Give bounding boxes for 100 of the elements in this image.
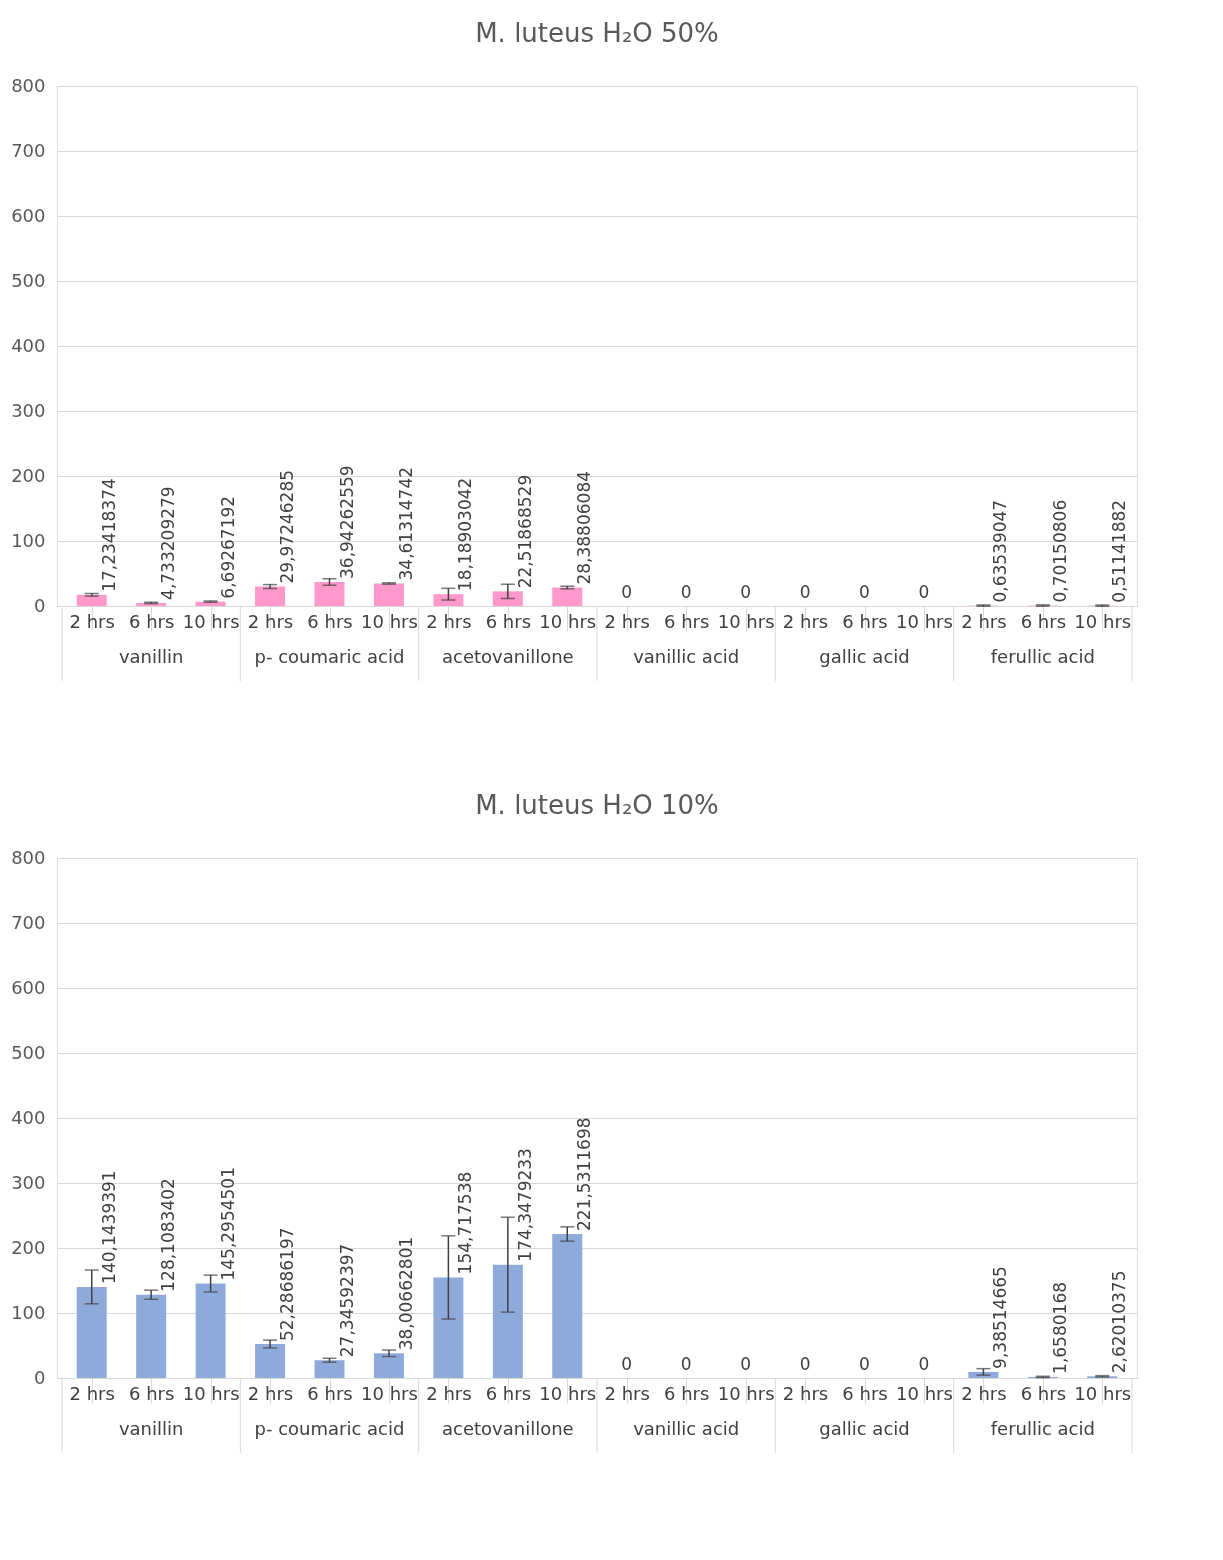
bar xyxy=(492,1264,523,1378)
data-label: 0 xyxy=(621,582,633,602)
y-tick-label: 800 xyxy=(11,74,46,96)
bar xyxy=(373,583,404,606)
chart-title: M. luteus H₂O 50% xyxy=(475,18,719,48)
data-label: 6,69267192 xyxy=(217,495,238,599)
data-label: 140,1439391 xyxy=(98,1170,119,1284)
x-tick-label: 6 hrs xyxy=(1020,1382,1067,1404)
bar xyxy=(255,1344,286,1378)
y-tick-label: 500 xyxy=(11,269,46,291)
y-tick-label: 100 xyxy=(11,1301,46,1323)
x-tick-label: 10 hrs xyxy=(182,1382,240,1404)
bar xyxy=(552,1234,583,1378)
x-tick-label: 2 hrs xyxy=(961,610,1007,632)
x-tick-label: 6 hrs xyxy=(128,610,175,632)
x-tick-label: 6 hrs xyxy=(663,1382,710,1404)
x-tick-label: 2 hrs xyxy=(247,610,294,632)
data-label: 221,5311698 xyxy=(574,1117,595,1231)
data-label: 0 xyxy=(799,1354,811,1374)
x-tick-label: 2 hrs xyxy=(69,610,115,632)
y-tick-label: 100 xyxy=(11,529,46,551)
data-label: 154,717538 xyxy=(455,1171,476,1275)
data-label: 0 xyxy=(859,582,870,602)
x-tick-label: 10 hrs xyxy=(182,610,240,632)
y-tick-label: 500 xyxy=(11,1041,46,1063)
data-label: 2,62010375 xyxy=(1109,1270,1130,1374)
x-tick-label: 2 hrs xyxy=(782,610,829,632)
x-tick-label: 2 hrs xyxy=(961,1382,1007,1404)
data-label: 0 xyxy=(621,1354,633,1374)
x-tick-label: 10 hrs xyxy=(361,610,418,632)
x-tick-label: 6 hrs xyxy=(1020,610,1067,632)
y-tick-label: 700 xyxy=(11,911,46,933)
bar xyxy=(314,581,345,606)
data-label: 17,23418374 xyxy=(98,478,119,592)
data-label: 36,94262559 xyxy=(336,465,357,579)
text: p- coumaric acid xyxy=(254,646,405,667)
x-tick-label: 10 hrs xyxy=(896,1382,953,1404)
x-tick-label: 6 hrs xyxy=(485,1382,532,1404)
x-tick-label: 2 hrs xyxy=(426,1382,472,1404)
x-tick-label: 2 hrs xyxy=(69,1382,115,1404)
bar xyxy=(76,1286,107,1378)
x-tick-label: 10 hrs xyxy=(539,610,597,632)
x-tick-label: 2 hrs xyxy=(604,610,650,632)
chart-title: M. luteus H₂O 10% xyxy=(475,790,719,820)
data-label: 29,97246285 xyxy=(277,469,298,584)
y-tick-label: 600 xyxy=(11,976,46,998)
data-label: 52,28686197 xyxy=(277,1227,298,1342)
x-tick-label: 6 hrs xyxy=(842,610,888,632)
y-tick-label: 400 xyxy=(11,334,46,356)
x-tick-label: 10 hrs xyxy=(539,1382,597,1404)
data-label: 0,51141882 xyxy=(1109,499,1130,603)
text: p- coumaric acid xyxy=(254,1418,405,1439)
y-tick-label: 0 xyxy=(34,1366,46,1388)
data-label: 0 xyxy=(680,582,692,602)
data-label: 0 xyxy=(859,1354,870,1374)
data-label: 0 xyxy=(918,1354,930,1374)
text: vanillin xyxy=(118,1418,184,1439)
data-label: 4,733209279 xyxy=(158,486,179,600)
x-tick-label: 2 hrs xyxy=(247,1382,294,1404)
data-label: 1,6580168 xyxy=(1049,1281,1070,1374)
data-label: 174,3479233 xyxy=(514,1148,535,1262)
data-label: 0 xyxy=(740,582,752,602)
bar xyxy=(433,1277,464,1378)
x-tick-label: 10 hrs xyxy=(361,1382,418,1404)
y-tick-label: 300 xyxy=(11,1171,46,1193)
data-label: 0,70150806 xyxy=(1049,499,1070,603)
text: ferullic acid xyxy=(990,1418,1095,1439)
x-tick-label: 6 hrs xyxy=(842,1382,888,1404)
y-tick-label: 200 xyxy=(11,1236,46,1258)
x-tick-label: 10 hrs xyxy=(717,1382,775,1404)
x-tick-label: 2 hrs xyxy=(782,1382,829,1404)
data-label: 0,63539047 xyxy=(990,499,1011,603)
y-tick-label: 400 xyxy=(11,1106,46,1128)
x-tick-label: 10 hrs xyxy=(1074,610,1132,632)
text: gallic acid xyxy=(819,646,910,667)
bar xyxy=(136,1294,167,1378)
text: vanillic acid xyxy=(633,646,740,667)
text: gallic acid xyxy=(819,1418,910,1439)
bar xyxy=(552,587,583,606)
bar xyxy=(373,1353,404,1378)
bar xyxy=(76,594,107,606)
data-label: 18,18903042 xyxy=(455,477,476,592)
text: vanillin xyxy=(118,646,184,667)
bar xyxy=(195,1283,226,1378)
data-label: 0 xyxy=(680,1354,692,1374)
text: vanillic acid xyxy=(633,1418,740,1439)
data-label: 27,34592397 xyxy=(336,1243,357,1358)
text: acetovanillone xyxy=(442,646,574,667)
bar xyxy=(492,591,523,606)
data-label: 28,38806084 xyxy=(574,470,595,585)
data-label: 0 xyxy=(918,582,930,602)
y-tick-label: 200 xyxy=(11,464,46,486)
x-tick-label: 10 hrs xyxy=(717,610,775,632)
bar xyxy=(433,594,464,606)
text: acetovanillone xyxy=(442,1418,574,1439)
data-label: 22,51868529 xyxy=(514,474,535,589)
data-label: 34,61314742 xyxy=(395,466,416,581)
x-tick-label: 2 hrs xyxy=(604,1382,650,1404)
y-tick-label: 0 xyxy=(34,594,46,616)
y-tick-label: 700 xyxy=(11,139,46,161)
